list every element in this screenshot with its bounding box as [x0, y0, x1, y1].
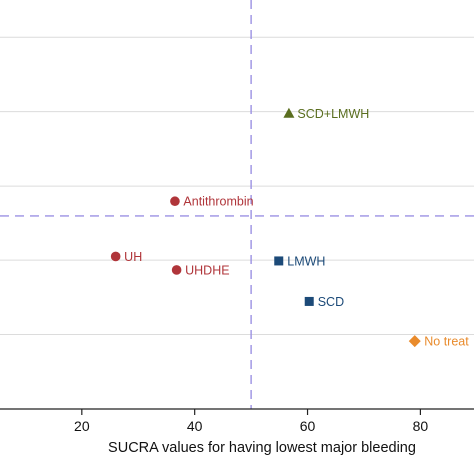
marker-no-treat: [408, 335, 421, 348]
point-no-treat: No treat: [408, 335, 469, 349]
point-scd: SCD: [304, 295, 344, 309]
x-tick-label-20: 20: [74, 418, 90, 434]
x-tick-label-80: 80: [413, 418, 429, 434]
marker-uhdhe: [171, 265, 182, 275]
marker-uh: [110, 251, 121, 262]
point-label-no-treat: No treat: [424, 335, 469, 349]
point-uh: UH: [110, 250, 142, 264]
point-lmwh: LMWH: [274, 254, 325, 268]
point-label-lmwh: LMWH: [287, 254, 325, 268]
reference-lines: [0, 0, 474, 409]
grid-lines: [0, 36, 474, 336]
x-axis-ticks: 20 40 60 80: [74, 409, 428, 434]
point-label-antithrombin: Antithrombin: [183, 195, 253, 209]
point-label-scd: SCD: [318, 295, 344, 309]
x-tick-label-40: 40: [187, 418, 203, 434]
x-tick-label-60: 60: [300, 418, 316, 434]
point-label-uh: UH: [124, 250, 142, 264]
marker-lmwh: [274, 256, 284, 266]
point-label-scd-lmwh: SCD+LMWH: [297, 107, 369, 121]
point-uhdhe: UHDHE: [171, 263, 230, 277]
point-antithrombin: Antithrombin: [170, 195, 254, 209]
point-scd-lmwh: SCD+LMWH: [283, 107, 369, 121]
x-axis-label: SUCRA values for having lowest major ble…: [108, 440, 416, 456]
marker-scd: [304, 296, 314, 306]
marker-antithrombin: [170, 196, 180, 207]
data-points: SCD+LMWH Antithrombin UH UHDHE LMWH SCD No tre…: [110, 107, 469, 349]
marker-scd-lmwh: [283, 107, 295, 118]
point-label-uhdhe: UHDHE: [185, 263, 229, 277]
